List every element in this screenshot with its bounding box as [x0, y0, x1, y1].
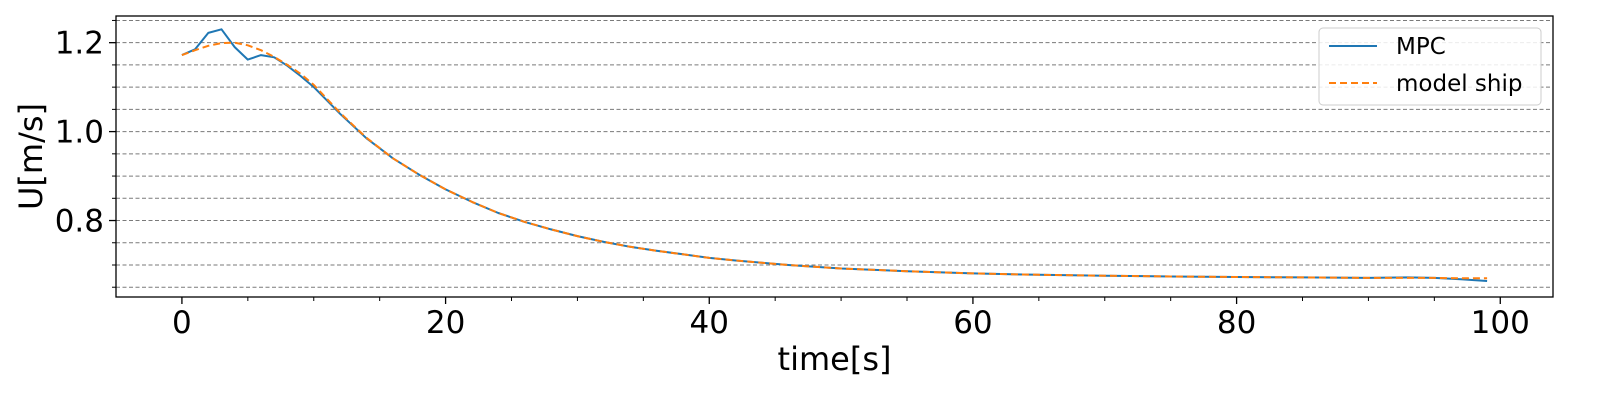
- legend-label-mpc: MPC: [1396, 34, 1446, 60]
- x-tick-label: 100: [1471, 305, 1530, 341]
- x-axis-title: time[s]: [778, 340, 892, 378]
- series-line-1: [181, 41, 1488, 280]
- x-tick-label: 80: [1217, 305, 1256, 341]
- series-lines: [181, 28, 1488, 282]
- y-tick-label: 1.0: [55, 115, 104, 151]
- legend: MPC model ship: [1318, 27, 1542, 106]
- legend-box: [1318, 27, 1542, 106]
- axis-ticks: 0.8 1.0 1.2 0 20 40 60 80 100: [55, 19, 1530, 341]
- legend-label-model-ship: model ship: [1396, 71, 1522, 97]
- x-tick-label: 0: [172, 305, 192, 341]
- plot-frame: [115, 15, 1554, 298]
- x-tick-label: 60: [953, 305, 992, 341]
- grid-lines: [116, 19, 1553, 288]
- x-tick-label: 40: [690, 305, 729, 341]
- y-tick-label: 0.8: [55, 204, 104, 240]
- y-axis-title: U[m/s]: [12, 103, 50, 210]
- x-tick-label: 20: [426, 305, 465, 341]
- y-tick-label: 1.2: [55, 26, 104, 62]
